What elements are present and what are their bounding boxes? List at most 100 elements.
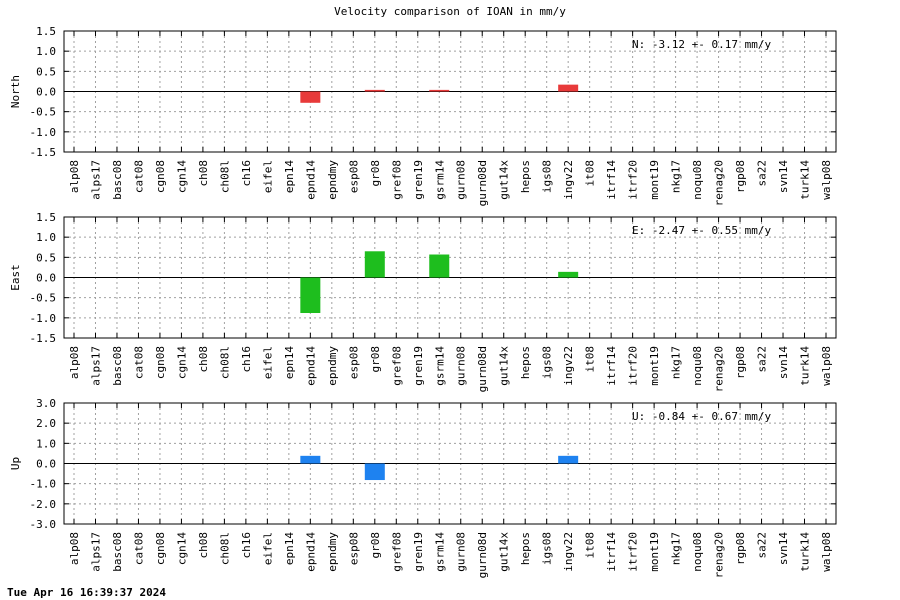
y-tick-label: 1.5 bbox=[36, 25, 56, 38]
x-tick-label: cgn14 bbox=[175, 532, 188, 565]
x-tick-label: itrf20 bbox=[627, 532, 640, 572]
bar-ingv22 bbox=[558, 84, 579, 92]
x-tick-label: noqu08 bbox=[691, 346, 704, 386]
x-tick-label: gurn08d bbox=[476, 160, 489, 206]
y-tick-label: 3.0 bbox=[36, 397, 56, 410]
x-tick-label: it08 bbox=[584, 160, 597, 187]
x-tick-label: esp08 bbox=[347, 532, 360, 565]
x-tick-label: epn14 bbox=[283, 346, 296, 379]
x-tick-label: cgn08 bbox=[154, 160, 167, 193]
x-tick-label: gren19 bbox=[412, 346, 425, 386]
x-tick-label: basc08 bbox=[111, 160, 124, 200]
x-tick-label: eifel bbox=[261, 532, 274, 565]
x-tick-label: igs08 bbox=[541, 346, 554, 379]
bar-gsrm14 bbox=[429, 89, 450, 92]
x-tick-label: walp08 bbox=[820, 160, 833, 200]
x-tick-label: cat08 bbox=[132, 160, 145, 193]
x-tick-label: epn14 bbox=[283, 532, 296, 565]
bar-gr08 bbox=[364, 251, 385, 278]
x-tick-label: hepos bbox=[519, 532, 532, 565]
x-tick-label: renag20 bbox=[713, 346, 726, 392]
x-tick-label: gren19 bbox=[412, 532, 425, 572]
x-tick-label: alps17 bbox=[89, 532, 102, 572]
x-tick-label: walp08 bbox=[820, 532, 833, 572]
x-tick-label: svn14 bbox=[777, 532, 790, 565]
x-tick-label: ch08 bbox=[197, 346, 210, 373]
x-tick-label: gr08 bbox=[369, 346, 382, 373]
x-tick-label: nkg17 bbox=[670, 160, 683, 193]
timestamp-footer: Tue Apr 16 16:39:37 2024 bbox=[7, 586, 166, 599]
chart-panel-east: 1.5 1.0 0.5 0.0 -0.5 -1.0 -1.5 alp08 alps17 basc0… bbox=[9, 211, 837, 392]
chart-panel-north: 1.5 1.0 0.5 0.0 -0.5 -1.0 -1.5 alp08 alps17 basc0… bbox=[9, 25, 837, 206]
y-tick-label: -1.5 bbox=[30, 146, 57, 159]
x-tick-label: itrf14 bbox=[605, 346, 618, 386]
x-tick-label: gren19 bbox=[412, 160, 425, 200]
x-tick-label: noqu08 bbox=[691, 160, 704, 200]
x-tick-label: gut14x bbox=[498, 160, 511, 200]
x-tick-label: gref08 bbox=[390, 346, 403, 386]
x-tick-label: ch08l bbox=[218, 532, 231, 565]
x-tick-label: alps17 bbox=[89, 160, 102, 200]
x-tick-label: esp08 bbox=[347, 160, 360, 193]
x-tick-label: gurn08 bbox=[455, 346, 468, 386]
x-tick-label: gr08 bbox=[369, 160, 382, 187]
x-tick-label: mont19 bbox=[648, 532, 661, 572]
x-tick-label: eifel bbox=[261, 160, 274, 193]
y-tick-label: -0.5 bbox=[30, 292, 57, 305]
plot-frame bbox=[63, 30, 837, 153]
x-tick-label: walp08 bbox=[820, 346, 833, 386]
velocity-annotation: E: -2.47 +- 0.55 mm/y bbox=[632, 224, 771, 237]
x-tick-label: cgn08 bbox=[154, 346, 167, 379]
x-tick-label: alp08 bbox=[68, 532, 81, 565]
x-tick-label: ch08 bbox=[197, 532, 210, 559]
bar-gr08 bbox=[364, 89, 385, 92]
x-tick-label: igs08 bbox=[541, 532, 554, 565]
y-tick-label: 0.0 bbox=[36, 458, 56, 471]
chart-panel-up: 3.0 2.0 1.0 0.0 -1.0 -2.0 -3.0 alp08 alps17 basc0… bbox=[9, 397, 837, 578]
x-tick-label: ch08 bbox=[197, 160, 210, 187]
x-tick-label: svn14 bbox=[777, 346, 790, 379]
x-tick-label: renag20 bbox=[713, 160, 726, 206]
x-tick-label: gut14x bbox=[498, 532, 511, 572]
bar-ingv22 bbox=[558, 271, 579, 278]
x-tick-label: it08 bbox=[584, 346, 597, 373]
y-tick-label: -0.5 bbox=[30, 106, 57, 119]
x-tick-label: ingv22 bbox=[562, 532, 575, 572]
y-tick-label: -1.0 bbox=[30, 478, 57, 491]
x-tick-label: it08 bbox=[584, 532, 597, 559]
y-tick-label: -3.0 bbox=[30, 518, 57, 531]
chart-title: Velocity comparison of IOAN in mm/y bbox=[334, 5, 566, 18]
x-tick-label: nkg17 bbox=[670, 532, 683, 565]
x-tick-label: ingv22 bbox=[562, 160, 575, 200]
x-tick-label: nkg17 bbox=[670, 346, 683, 379]
x-tick-label: mont19 bbox=[648, 160, 661, 200]
x-tick-label: turk14 bbox=[799, 160, 812, 200]
x-tick-label: ch08l bbox=[218, 160, 231, 193]
y-tick-label: -2.0 bbox=[30, 498, 57, 511]
x-tick-label: rgp08 bbox=[734, 532, 747, 565]
x-tick-label: turk14 bbox=[799, 346, 812, 386]
bar-epnd14 bbox=[300, 455, 321, 464]
x-tick-label: ch16 bbox=[240, 160, 253, 187]
x-tick-label: epndmy bbox=[326, 346, 339, 386]
x-tick-label: ch16 bbox=[240, 346, 253, 373]
y-tick-label: 1.5 bbox=[36, 211, 56, 224]
x-tick-label: rgp08 bbox=[734, 160, 747, 193]
x-tick-label: basc08 bbox=[111, 346, 124, 386]
bar-gsrm14 bbox=[429, 254, 450, 278]
x-tick-label: itrf14 bbox=[605, 532, 618, 572]
x-tick-label: cat08 bbox=[132, 532, 145, 565]
x-tick-label: cgn14 bbox=[175, 346, 188, 379]
y-tick-label: 0.0 bbox=[36, 86, 56, 99]
x-tick-label: cat08 bbox=[132, 346, 145, 379]
x-tick-label: epnd14 bbox=[304, 346, 317, 386]
x-tick-label: rgp08 bbox=[734, 346, 747, 379]
y-tick-label: -1.5 bbox=[30, 332, 57, 345]
x-tick-label: esp08 bbox=[347, 346, 360, 379]
plot-frame bbox=[63, 402, 837, 525]
y-tick-label: 2.0 bbox=[36, 417, 56, 430]
x-tick-label: alp08 bbox=[68, 346, 81, 379]
x-tick-label: sa22 bbox=[756, 346, 769, 373]
x-tick-label: gurn08d bbox=[476, 532, 489, 578]
